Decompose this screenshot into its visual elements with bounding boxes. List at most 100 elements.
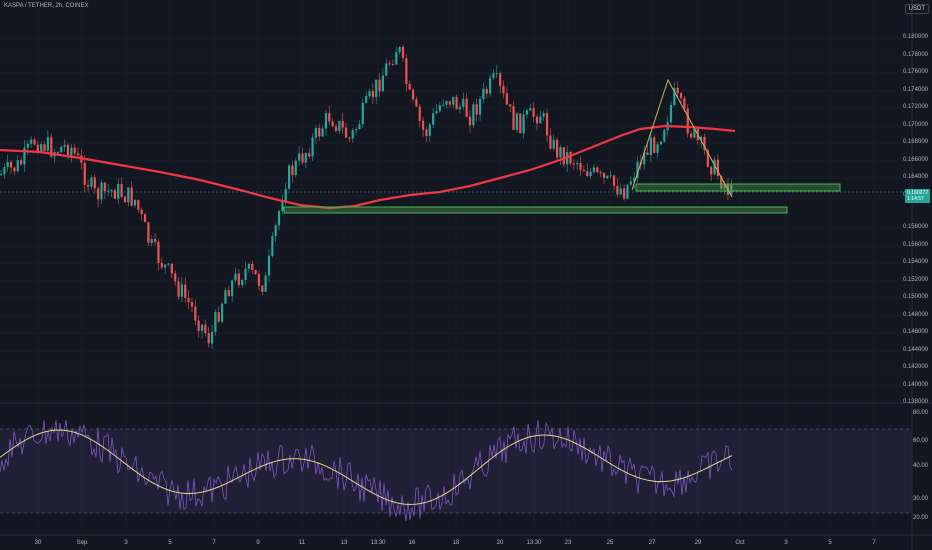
candle-body [234, 273, 237, 281]
candle-body [157, 241, 160, 263]
price-tick-label: 0.152000 [902, 277, 928, 283]
candle-body [378, 79, 381, 92]
candle-body [730, 185, 733, 195]
candle-body [358, 124, 361, 130]
candle-body [284, 188, 287, 203]
candle-body [23, 147, 26, 165]
candle-body [509, 104, 512, 107]
candle-body [432, 113, 435, 125]
candle-body [586, 171, 589, 177]
candle-body [154, 239, 157, 242]
candle-body [20, 160, 23, 165]
candle-body [33, 139, 36, 145]
candle-body [629, 181, 632, 185]
candle-body [36, 144, 39, 153]
price-tick-label: 0.176000 [902, 69, 928, 75]
candle-body [539, 116, 542, 124]
candle-body [505, 93, 508, 105]
candle-body [150, 239, 153, 243]
candle-body [401, 46, 405, 59]
candle-body [723, 184, 726, 189]
candle-body [415, 99, 418, 107]
candle-body [110, 190, 113, 192]
candle-body [468, 116, 472, 126]
candle-body [83, 162, 86, 185]
candle-body [294, 160, 297, 175]
candle-body [207, 333, 210, 344]
price-tick-label: 0.148000 [902, 312, 928, 318]
candle-body [636, 161, 639, 179]
candle-body [623, 188, 626, 199]
candle-body [334, 126, 338, 132]
candle-body [127, 187, 130, 203]
candle-body [489, 77, 492, 94]
date-tick-label: 18 [452, 540, 460, 546]
candle-body [177, 281, 180, 297]
candle-body [30, 139, 33, 144]
candle-body [324, 113, 328, 129]
candle-body [442, 104, 445, 106]
candle-body [502, 86, 505, 94]
candle-body [244, 268, 247, 281]
candle-body [398, 46, 401, 53]
price-tick-label: 0.138000 [902, 399, 928, 405]
candle-body [3, 167, 6, 175]
support-zone-lower[interactable] [283, 206, 788, 214]
candle-body [579, 163, 582, 170]
candle-body [522, 114, 525, 134]
candle-body [686, 108, 689, 134]
candle-body [43, 144, 46, 151]
candle-body [529, 108, 532, 111]
candle-body [254, 269, 257, 275]
price-tick-label: 0.172000 [902, 104, 928, 110]
candle-body [344, 127, 348, 138]
moving-average-line [0, 124, 736, 210]
candle-body [184, 284, 187, 298]
candle-body [653, 137, 656, 153]
candle-body [257, 274, 261, 286]
candle-body [512, 106, 515, 130]
candle-body [107, 190, 110, 192]
candle-body [251, 263, 254, 270]
price-tick-label: 0.166000 [902, 157, 928, 163]
candle-body [288, 165, 291, 189]
candle-body [180, 284, 183, 297]
candle-body [525, 110, 529, 115]
price-tick-label: 0.146000 [902, 329, 928, 335]
candle-body [602, 172, 606, 179]
candle-body [596, 167, 599, 173]
candle-body [368, 91, 371, 97]
support-zone-upper[interactable] [635, 183, 841, 192]
candle-body [391, 64, 395, 66]
candle-body [465, 99, 468, 117]
candle-body [351, 130, 354, 139]
candle-body [375, 79, 378, 98]
candle-body [371, 91, 374, 98]
candle-body [133, 199, 137, 206]
candle-body [455, 96, 458, 110]
rsi-tick-label: 80.00 [912, 410, 928, 416]
price-tick-label: 0.156000 [902, 242, 928, 248]
triangle-pattern-drawing[interactable] [631, 78, 733, 198]
candle-body [703, 136, 706, 151]
price-tick-label: 0.180000 [902, 34, 928, 40]
price-tick-label: 0.140000 [902, 382, 928, 388]
candle-body [66, 144, 70, 156]
candle-body [123, 196, 127, 203]
currency-button[interactable]: USDT [904, 4, 929, 14]
candle-body [435, 111, 438, 114]
date-tick-label: 7 [872, 540, 876, 546]
candle-body [120, 184, 123, 197]
candle-body [388, 63, 391, 65]
candle-body [174, 273, 177, 282]
date-tick-label: 30 [34, 540, 42, 546]
candle-body [428, 124, 431, 136]
date-tick-label: 20 [496, 540, 504, 546]
candle-body [422, 120, 425, 130]
candle-body [103, 182, 106, 192]
candle-body [140, 209, 143, 215]
price-tick-label: 0.142000 [902, 364, 928, 370]
candle-body [40, 144, 43, 153]
candle-body [559, 147, 562, 158]
